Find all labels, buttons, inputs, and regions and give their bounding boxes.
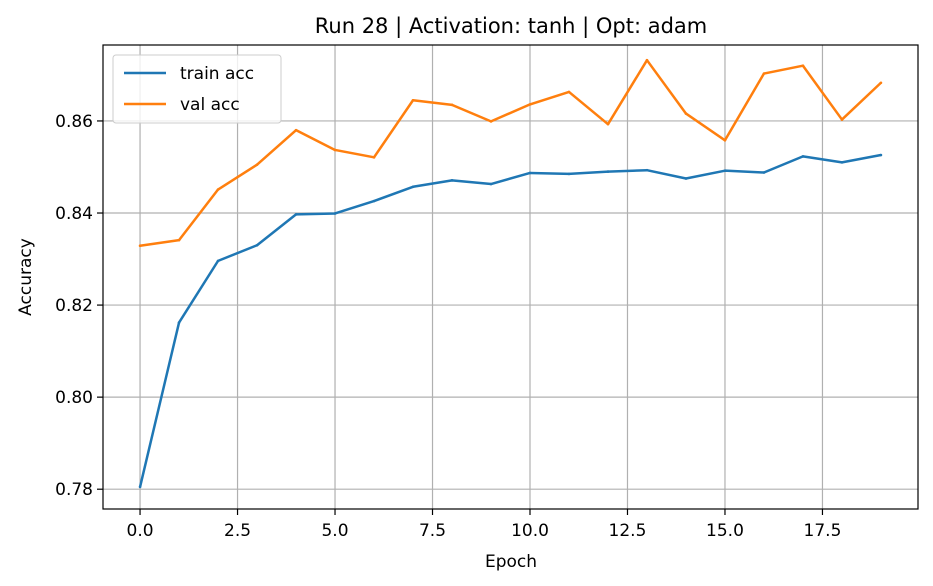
data-point-val-acc bbox=[255, 163, 259, 166]
data-point-train-acc bbox=[528, 171, 532, 175]
data-point-val-acc bbox=[177, 238, 181, 242]
x-tick-label: 10.0 bbox=[511, 521, 549, 541]
data-point-train-acc bbox=[138, 485, 142, 489]
x-tick-label: 5.0 bbox=[321, 521, 348, 541]
data-point-train-acc bbox=[489, 182, 493, 186]
data-point-train-acc bbox=[294, 213, 298, 216]
x-tick-label: 15.0 bbox=[706, 521, 744, 541]
chart-title: Run 28 | Activation: tanh | Opt: adam bbox=[315, 14, 708, 39]
y-axis-label: Accuracy bbox=[16, 238, 36, 316]
data-point-train-acc bbox=[723, 169, 727, 172]
axis-ticks: 0.0 2.5 5.0 7.5 10.0 12.5 15.0 17.5 0.78 0.80 0.82… bbox=[55, 112, 841, 541]
x-tick-label: 12.5 bbox=[609, 521, 647, 541]
legend-label-val-acc: val acc bbox=[180, 95, 240, 115]
x-tick-label: 7.5 bbox=[419, 521, 446, 541]
data-point-val-acc bbox=[216, 188, 220, 191]
data-point-train-acc bbox=[216, 259, 220, 263]
data-point-train-acc bbox=[177, 321, 181, 324]
data-point-val-acc bbox=[645, 58, 649, 62]
data-point-val-acc bbox=[138, 244, 142, 247]
data-point-train-acc bbox=[801, 155, 805, 158]
data-point-train-acc bbox=[840, 161, 844, 164]
x-tick-label: 17.5 bbox=[804, 521, 842, 541]
y-tick-label: 0.82 bbox=[55, 296, 93, 316]
data-point-val-acc bbox=[294, 128, 298, 132]
data-point-val-acc bbox=[411, 98, 415, 102]
data-point-train-acc bbox=[567, 172, 571, 176]
series-line-val-acc bbox=[139, 58, 882, 247]
grid bbox=[103, 45, 918, 509]
series-layer bbox=[138, 58, 883, 489]
data-point-val-acc bbox=[567, 90, 571, 94]
data-point-train-acc bbox=[684, 177, 688, 180]
data-point-train-acc bbox=[333, 212, 337, 215]
x-axis-label: Epoch bbox=[485, 552, 537, 572]
data-point-val-acc bbox=[372, 156, 376, 159]
data-point-val-acc bbox=[450, 103, 454, 107]
plot-frame bbox=[102, 44, 919, 510]
y-tick-label: 0.80 bbox=[55, 388, 93, 408]
data-point-val-acc bbox=[333, 148, 337, 152]
series-line-train-acc bbox=[138, 153, 882, 488]
data-point-val-acc bbox=[528, 103, 532, 106]
y-tick-label: 0.78 bbox=[55, 480, 93, 500]
data-point-val-acc bbox=[606, 122, 610, 126]
data-point-val-acc bbox=[762, 72, 766, 75]
data-point-train-acc bbox=[645, 168, 649, 172]
data-point-val-acc bbox=[489, 120, 493, 123]
data-point-val-acc bbox=[840, 118, 844, 121]
y-tick-label: 0.84 bbox=[55, 204, 93, 224]
data-point-train-acc bbox=[372, 199, 376, 203]
data-point-train-acc bbox=[411, 185, 415, 189]
data-point-train-acc bbox=[879, 153, 883, 157]
data-point-train-acc bbox=[606, 170, 610, 173]
x-tick-label: 2.5 bbox=[224, 521, 251, 541]
y-tick-label: 0.86 bbox=[55, 112, 93, 132]
data-point-train-acc bbox=[255, 243, 259, 247]
data-point-train-acc bbox=[450, 179, 454, 182]
data-point-train-acc bbox=[762, 171, 766, 174]
data-point-val-acc bbox=[879, 81, 883, 85]
legend: train acc val acc bbox=[112, 54, 282, 124]
data-point-val-acc bbox=[684, 112, 688, 115]
x-tick-label: 0.0 bbox=[127, 521, 154, 541]
data-point-val-acc bbox=[801, 64, 805, 68]
legend-label-train-acc: train acc bbox=[180, 64, 254, 84]
data-point-val-acc bbox=[723, 138, 727, 142]
